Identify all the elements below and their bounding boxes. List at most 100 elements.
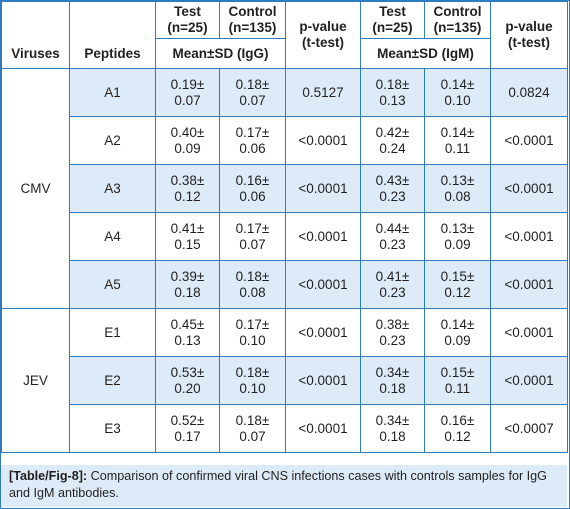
- igg-test-cell-sd: 0.17: [174, 428, 201, 444]
- peptide-cell: A2: [69, 116, 156, 165]
- header-test-igm-line1: Test: [379, 4, 406, 19]
- igm-test-cell: 0.38± 0.23: [360, 308, 425, 357]
- header-control-igg-line1: Control: [228, 4, 277, 19]
- igm-test-cell: 0.34± 0.18: [360, 404, 425, 453]
- header-pvalue-igg-line2: (t-test): [302, 35, 344, 50]
- igg-control-cell-mean: 0.16±: [235, 172, 270, 188]
- table-row: A5 0.39± 0.18 0.18± 0.08 <0.0001 0.41± 0.23 0.15…: [2, 260, 568, 309]
- igm-test-cell: 0.42± 0.24: [360, 116, 425, 165]
- header-pvalue-igm-line2: (t-test): [508, 35, 550, 50]
- igg-control-cell-sd: 0.06: [239, 188, 266, 204]
- header-meansd-igm: Mean±SD (IgM): [360, 38, 491, 69]
- igg-test-cell-sd: 0.18: [174, 284, 201, 300]
- igg-control-cell: 0.18± 0.07: [219, 68, 286, 117]
- igm-control-cell: 0.14± 0.10: [424, 68, 491, 117]
- header-pvalue-igg-line1: p-value: [299, 19, 347, 34]
- header-test-igm-line2: (n=25): [372, 20, 413, 35]
- igg-pvalue-cell: <0.0001: [285, 260, 361, 309]
- igg-test-cell: 0.53± 0.20: [155, 356, 220, 405]
- peptide-cell: E3: [69, 404, 156, 453]
- header-control-igm-line1: Control: [433, 4, 482, 19]
- igm-test-cell-sd: 0.23: [379, 188, 406, 204]
- peptide-cell: A4: [69, 212, 156, 261]
- igm-control-cell-mean: 0.13±: [440, 172, 475, 188]
- table-body: CMV A1 0.19± 0.07 0.18± 0.07 0.5127 0.18± 0.13 0.…: [1, 68, 568, 453]
- header-control-igm: Control (n=135): [424, 1, 491, 39]
- caption-text: Comparison of confirmed viral CNS infect…: [9, 469, 547, 500]
- igg-test-cell-mean: 0.45±: [170, 316, 205, 332]
- table-row: E2 0.53± 0.20 0.18± 0.10 <0.0001 0.34± 0.18 0.15…: [2, 356, 568, 405]
- header-viruses: Viruses: [1, 1, 70, 69]
- igg-control-cell: 0.17± 0.06: [219, 116, 286, 165]
- igm-control-cell-mean: 0.13±: [440, 220, 475, 236]
- igg-test-cell: 0.19± 0.07: [155, 68, 220, 117]
- header-pvalue-igg: p-value (t-test): [285, 1, 361, 69]
- igm-pvalue-cell: <0.0007: [490, 404, 568, 453]
- igg-test-cell: 0.41± 0.15: [155, 212, 220, 261]
- igg-test-cell-mean: 0.38±: [170, 172, 205, 188]
- igm-control-cell: 0.15± 0.12: [424, 260, 491, 309]
- igg-test-cell-mean: 0.39±: [170, 268, 205, 284]
- igg-test-cell-sd: 0.15: [174, 236, 201, 252]
- igm-pvalue-cell: <0.0001: [490, 308, 568, 357]
- igm-test-cell-mean: 0.38±: [375, 316, 410, 332]
- igm-control-cell-sd: 0.11: [444, 140, 471, 156]
- igm-test-cell-mean: 0.43±: [375, 172, 410, 188]
- igm-control-cell-mean: 0.16±: [440, 412, 475, 428]
- igg-control-cell-sd: 0.10: [239, 380, 266, 396]
- header-control-igm-line2: (n=135): [433, 20, 482, 35]
- igm-test-cell-sd: 0.23: [379, 236, 406, 252]
- igm-control-cell-sd: 0.11: [444, 380, 471, 396]
- igm-control-cell-sd: 0.09: [444, 236, 471, 252]
- table-row: A4 0.41± 0.15 0.17± 0.07 <0.0001 0.44± 0.23 0.13…: [2, 212, 568, 261]
- igg-test-cell-sd: 0.07: [174, 92, 201, 108]
- igg-test-cell-mean: 0.40±: [170, 124, 205, 140]
- igm-pvalue-cell: <0.0001: [490, 116, 568, 165]
- header-control-igg-line2: (n=135): [228, 20, 277, 35]
- table-row: JEV E1 0.45± 0.13 0.17± 0.10 <0.0001 0.38± 0.23 0…: [1, 308, 568, 453]
- igg-control-cell-mean: 0.18±: [235, 412, 270, 428]
- header-test-igm: Test (n=25): [360, 1, 425, 39]
- igg-control-cell: 0.17± 0.10: [219, 308, 286, 357]
- igg-pvalue-cell: <0.0001: [285, 116, 361, 165]
- header-control-igg: Control (n=135): [219, 1, 286, 39]
- igm-pvalue-cell: <0.0001: [490, 164, 568, 213]
- igm-control-cell-mean: 0.15±: [440, 268, 475, 284]
- table-row: A3 0.38± 0.12 0.16± 0.06 <0.0001 0.43± 0.23 0.13…: [2, 164, 568, 213]
- igm-test-cell-sd: 0.23: [379, 284, 406, 300]
- igg-test-cell-mean: 0.19±: [170, 76, 205, 92]
- igg-control-cell: 0.16± 0.06: [219, 164, 286, 213]
- header-test-igg: Test (n=25): [155, 1, 220, 39]
- igg-pvalue-cell: 0.5127: [285, 68, 361, 117]
- igg-control-cell-mean: 0.18±: [235, 364, 270, 380]
- header-pvalue-igm: p-value (t-test): [490, 1, 568, 69]
- igm-test-cell-mean: 0.44±: [375, 220, 410, 236]
- igm-control-cell-mean: 0.15±: [440, 364, 475, 380]
- igm-control-cell: 0.13± 0.08: [424, 164, 491, 213]
- igm-test-cell-mean: 0.42±: [375, 124, 410, 140]
- igm-test-cell: 0.34± 0.18: [360, 356, 425, 405]
- igg-control-cell: 0.17± 0.07: [219, 212, 286, 261]
- peptide-cell: E1: [69, 308, 156, 357]
- caption-reference: [Table/Fig-8]:: [9, 469, 88, 483]
- table-row: E3 0.52± 0.17 0.18± 0.07 <0.0001 0.34± 0.18 0.16…: [2, 404, 568, 453]
- igg-test-cell-mean: 0.52±: [170, 412, 205, 428]
- igm-control-cell-sd: 0.12: [444, 428, 471, 444]
- igm-test-cell: 0.41± 0.23: [360, 260, 425, 309]
- igg-control-cell-sd: 0.07: [239, 236, 266, 252]
- igg-control-cell-sd: 0.07: [239, 92, 266, 108]
- igm-control-cell-sd: 0.10: [444, 92, 471, 108]
- igm-test-cell-sd: 0.18: [379, 428, 406, 444]
- igm-pvalue-cell: <0.0001: [490, 356, 568, 405]
- results-table: Viruses Peptides Test (n=25) Control (n=13…: [1, 1, 568, 453]
- igm-test-cell-mean: 0.34±: [375, 412, 410, 428]
- igm-control-cell: 0.13± 0.09: [424, 212, 491, 261]
- igg-test-cell-sd: 0.12: [174, 188, 201, 204]
- igg-test-cell: 0.45± 0.13: [155, 308, 220, 357]
- igg-control-cell: 0.18± 0.08: [219, 260, 286, 309]
- igg-control-cell-mean: 0.17±: [235, 316, 270, 332]
- igm-test-cell: 0.18± 0.13: [360, 68, 425, 117]
- igm-control-cell: 0.15± 0.11: [424, 356, 491, 405]
- igg-test-cell-sd: 0.20: [174, 380, 201, 396]
- igg-pvalue-cell: <0.0001: [285, 212, 361, 261]
